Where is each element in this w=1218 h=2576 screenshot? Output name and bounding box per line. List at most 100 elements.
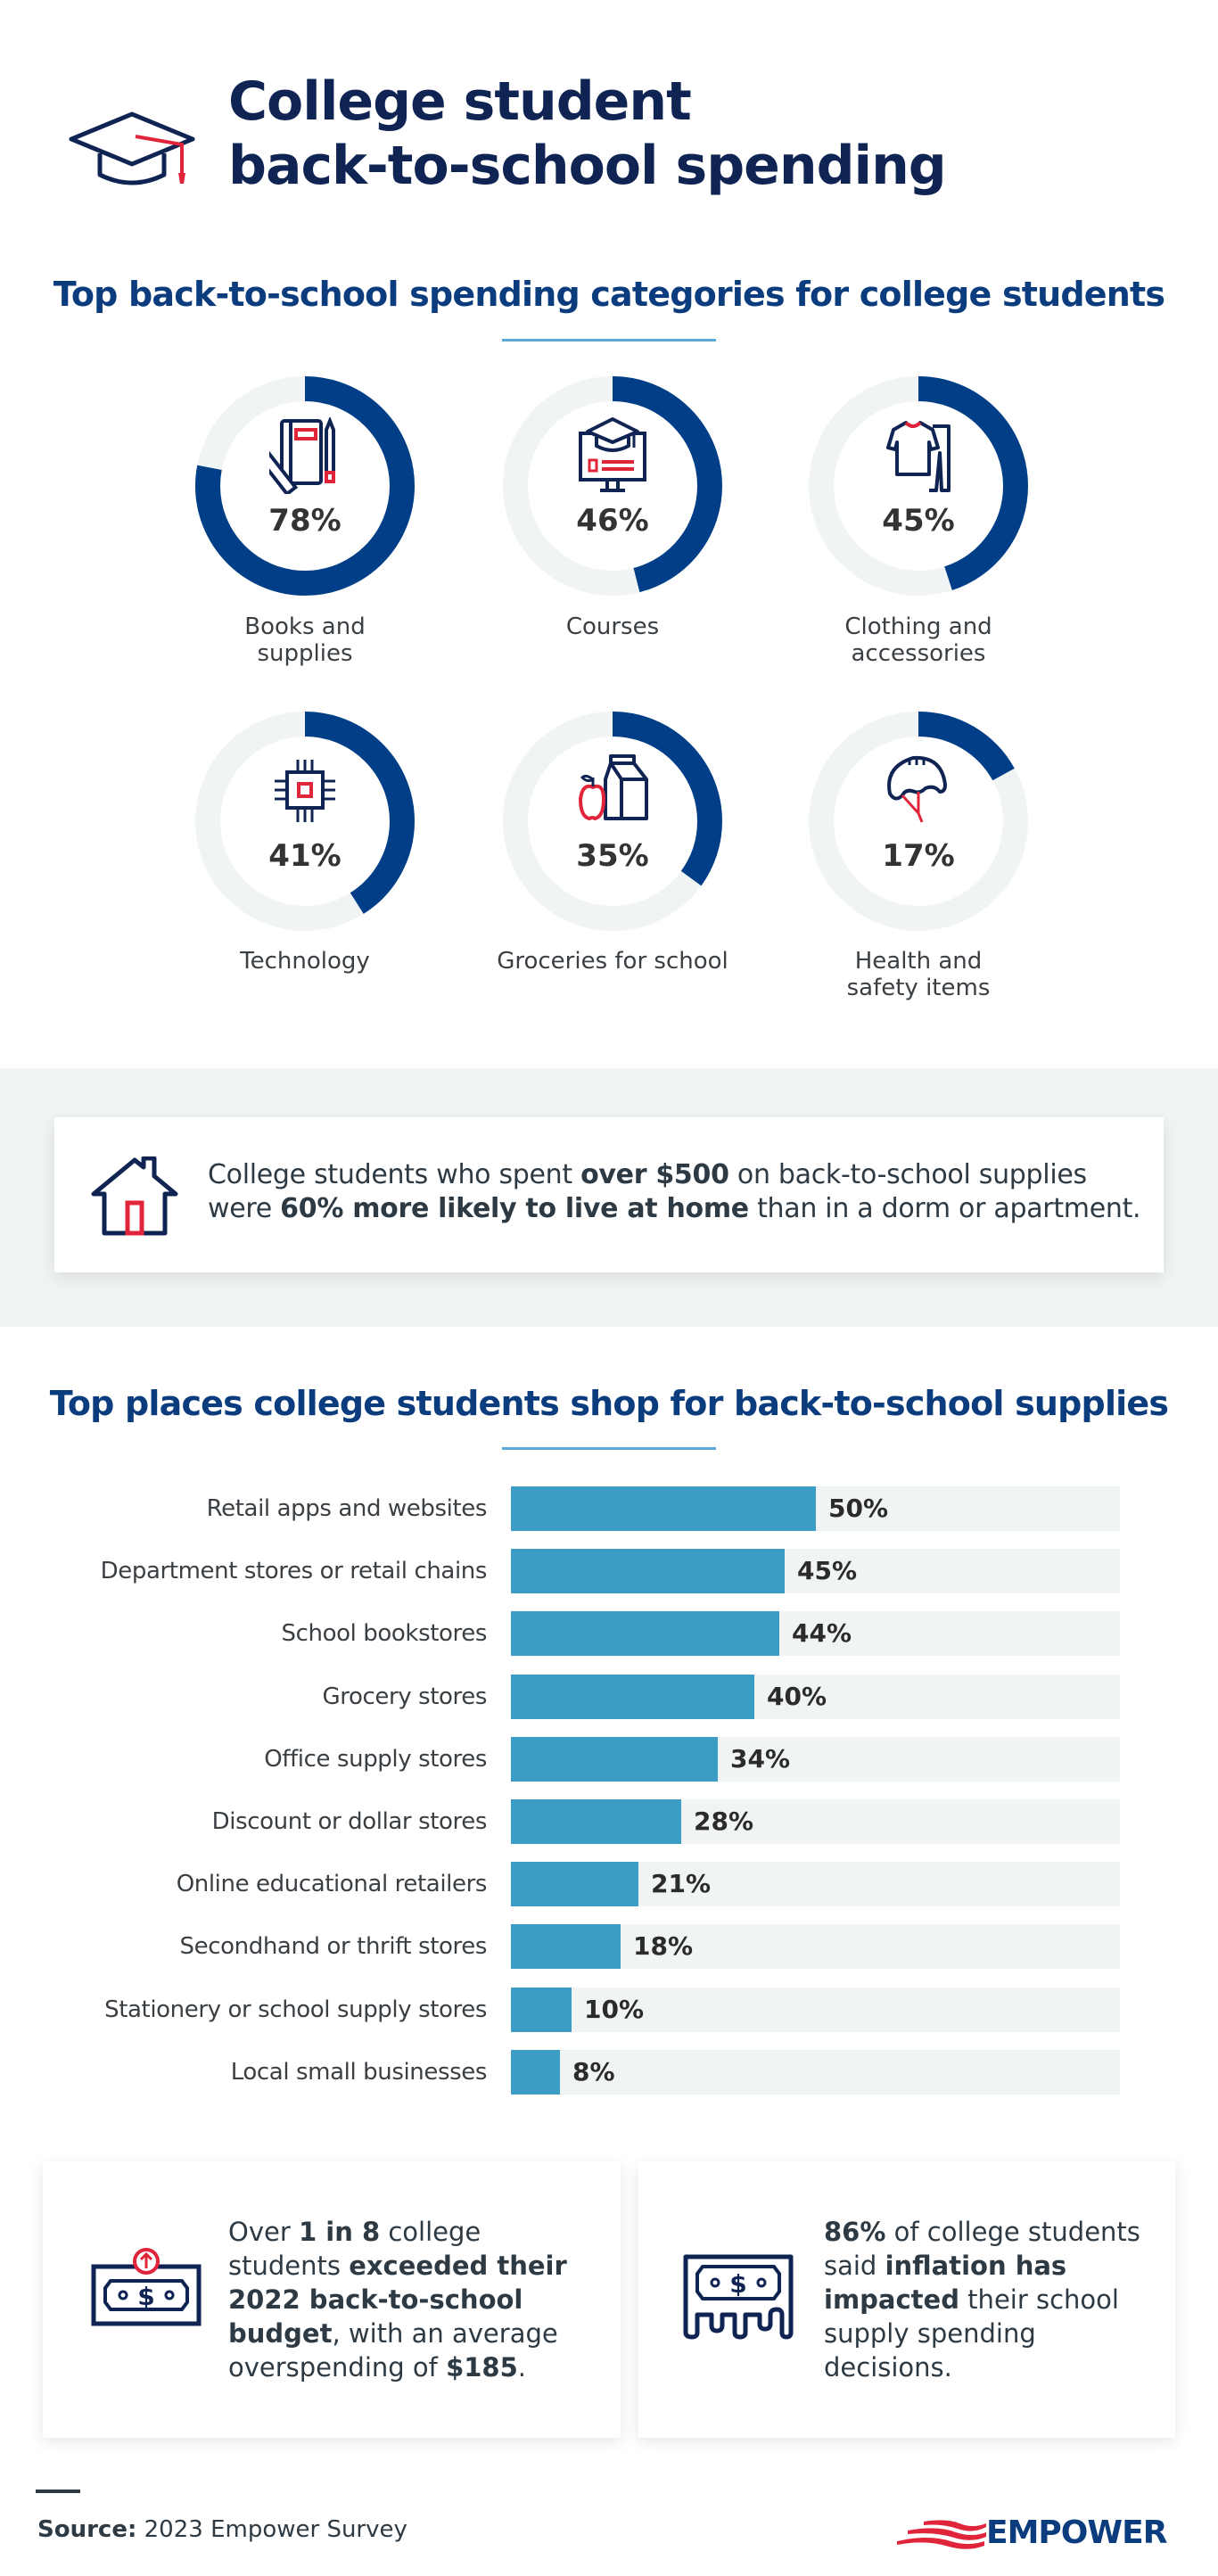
donut-label: Clothing and accessories xyxy=(844,613,992,667)
bar-label: Department stores or retail chains xyxy=(100,1558,488,1584)
donut-label: Health and safety items xyxy=(846,948,991,1001)
callout-text-part: than in a dorm or apartment. xyxy=(748,1193,1141,1224)
notebook-ruler-pencil-icon xyxy=(269,417,341,494)
bar-label: Online educational retailers xyxy=(176,1871,488,1897)
card-highlight: 86% xyxy=(824,2217,886,2247)
donut-ring xyxy=(809,712,1028,931)
house-icon xyxy=(90,1156,179,1237)
donut-percentage: 45% xyxy=(882,503,955,539)
bar-fill xyxy=(511,1486,816,1531)
card-text-part: . xyxy=(517,2352,526,2383)
bar-label: Secondhand or thrift stores xyxy=(179,1933,488,1960)
bar-fill xyxy=(511,1549,785,1593)
source-label: Source: xyxy=(37,2516,137,2543)
bar-track: 45% xyxy=(511,1549,1120,1593)
stat-card-overspend: $ Over 1 in 8 college students exceeded … xyxy=(43,2161,621,2438)
svg-text:$: $ xyxy=(137,2282,154,2311)
card-text-part: their school supply spending decisions. xyxy=(824,2284,1119,2383)
bar-fill xyxy=(511,1675,754,1719)
page-title-line-2: back-to-school spending xyxy=(228,135,947,197)
shirt-pants-icon xyxy=(883,417,954,494)
monitor-graduation-cap-icon xyxy=(577,417,648,494)
donut-percentage: 78% xyxy=(268,503,342,539)
card-highlight: $185 xyxy=(446,2352,518,2383)
svg-text:$: $ xyxy=(729,2269,746,2299)
footer-divider xyxy=(36,2490,80,2493)
card-highlight: exceeded their 2022 back-to-school budge… xyxy=(228,2251,567,2349)
callout-text-part: on back-to-school supplies were xyxy=(208,1159,1087,1224)
bar-value: 44% xyxy=(792,1618,852,1648)
bar-label: Retail apps and websites xyxy=(206,1495,488,1522)
page-title-line-1: College student xyxy=(228,70,692,133)
empower-logo: EMPOWER xyxy=(897,2514,1182,2552)
dollar-bill-up-arrow-icon: $ xyxy=(91,2247,202,2331)
bar-fill xyxy=(511,1924,621,1969)
bar-label: Office supply stores xyxy=(264,1746,487,1773)
card-highlight: 1 in 8 xyxy=(298,2217,381,2247)
melting-dollar-bill-icon: $ xyxy=(683,2254,794,2343)
callout-text: College students who spent over $500 on … xyxy=(208,1158,1144,1226)
categories-section-title: Top back-to-school spending categories f… xyxy=(53,275,1165,314)
bar-value: 28% xyxy=(694,1806,754,1836)
bar-track: 50% xyxy=(511,1486,1120,1531)
donut-label: Technology xyxy=(240,948,370,975)
bar-track: 10% xyxy=(511,1988,1120,2032)
bar-fill xyxy=(511,1862,638,1906)
bar-label: Grocery stores xyxy=(322,1683,487,1710)
bar-track: 44% xyxy=(511,1611,1120,1656)
bar-value: 45% xyxy=(797,1556,858,1585)
graduation-cap-icon xyxy=(66,98,200,187)
donut-ring xyxy=(195,712,415,931)
card-highlight: inflation has impacted xyxy=(824,2251,1067,2315)
donut-chart: 35% xyxy=(501,710,724,933)
donut-label: Books and supplies xyxy=(244,613,366,667)
card-text-part: of college students said xyxy=(824,2217,1140,2281)
stat-card-inflation-text: 86% of college students said inflation h… xyxy=(824,2215,1154,2384)
donut-chart: 17% xyxy=(807,710,1030,933)
bar-value: 50% xyxy=(828,1494,889,1523)
donut-chart: 46% xyxy=(501,374,724,597)
bar-fill xyxy=(511,1799,681,1844)
bar-value: 40% xyxy=(767,1682,827,1711)
bar-fill xyxy=(511,1611,779,1656)
donut-chart: 41% xyxy=(193,710,416,933)
stat-card-overspend-text: Over 1 in 8 college students exceeded th… xyxy=(228,2215,585,2384)
microchip-icon xyxy=(269,753,341,829)
section-divider xyxy=(502,339,716,342)
bar-value: 21% xyxy=(651,1869,712,1898)
callout-card: College students who spent over $500 on … xyxy=(54,1117,1164,1272)
bar-track: 34% xyxy=(511,1737,1120,1782)
donut-percentage: 46% xyxy=(576,503,649,539)
bar-fill xyxy=(511,2050,560,2095)
donut-percentage: 17% xyxy=(882,838,955,874)
callout-text-part: College students who spent xyxy=(208,1159,581,1190)
bar-label: Local small businesses xyxy=(230,2059,488,2086)
donut-percentage: 35% xyxy=(576,838,649,874)
section-divider xyxy=(502,1447,716,1450)
helmet-icon xyxy=(883,753,954,829)
bar-value: 18% xyxy=(633,1931,694,1961)
bar-fill xyxy=(511,1988,572,2032)
source-citation: Source: 2023 Empower Survey xyxy=(37,2516,407,2543)
bar-label: School bookstores xyxy=(281,1620,488,1647)
donut-label: Groceries for school xyxy=(497,948,728,975)
empower-wordmark: EMPOWER xyxy=(986,2514,1167,2551)
donut-ring xyxy=(809,376,1028,596)
donut-percentage: 41% xyxy=(268,838,342,874)
card-text-part: , with an average overspending of xyxy=(228,2318,558,2383)
shops-section-title: Top places college students shop for bac… xyxy=(49,1384,1169,1423)
callout-highlight-home: 60% more likely to live at home xyxy=(280,1193,749,1224)
empower-wave-icon xyxy=(897,2520,986,2549)
donut-chart: 78% xyxy=(193,374,416,597)
bar-track: 8% xyxy=(511,2050,1120,2095)
bar-track: 40% xyxy=(511,1675,1120,1719)
card-text-part: Over xyxy=(228,2217,299,2247)
bar-value: 34% xyxy=(730,1744,791,1774)
donut-ring xyxy=(195,376,415,596)
stat-card-inflation: $ 86% of college students said inflation… xyxy=(638,2161,1175,2438)
donut-ring xyxy=(503,712,722,931)
bar-value: 10% xyxy=(584,1995,645,2024)
bar-value: 8% xyxy=(572,2057,615,2086)
bar-track: 21% xyxy=(511,1862,1120,1906)
bar-label: Discount or dollar stores xyxy=(211,1808,488,1835)
